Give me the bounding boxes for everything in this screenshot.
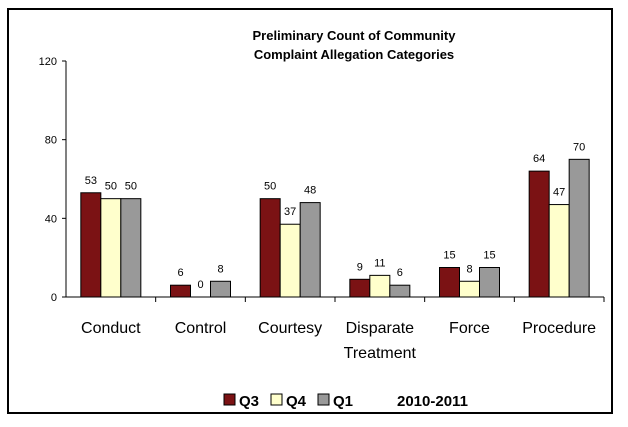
bar-q4 — [459, 280, 480, 298]
bar-q1 — [479, 267, 500, 298]
category-label: Disparate — [346, 320, 415, 337]
data-label: 50 — [264, 181, 276, 193]
bar-q4 — [548, 204, 570, 298]
legend-period-note: 2010-2011 — [397, 393, 468, 410]
data-label: 6 — [177, 267, 183, 279]
bar-q3 — [80, 192, 102, 298]
data-label: 53 — [85, 175, 97, 187]
category-label: Conduct — [81, 320, 141, 337]
data-label: 37 — [284, 206, 296, 218]
data-labels: 53 50 50 6 0 8 50 37 48 9 11 6 15 8 15 64 47 70 — [85, 141, 586, 291]
data-label: 70 — [573, 141, 585, 153]
bar-q4 — [100, 198, 122, 298]
legend-label: Q4 — [286, 393, 307, 410]
data-label: 48 — [304, 185, 316, 197]
category-label: Control — [175, 320, 227, 337]
bar-q1 — [568, 158, 590, 298]
legend-swatch-q4 — [270, 393, 283, 406]
category-label: Procedure — [522, 320, 596, 337]
bar-q3 — [170, 284, 191, 298]
bar-q1 — [120, 198, 142, 298]
bar-q1 — [389, 284, 411, 298]
bar-q3 — [349, 278, 371, 298]
bar-q1 — [210, 280, 231, 298]
bar-q4 — [369, 274, 391, 298]
chart-title-line: Complaint Allegation Categories — [254, 47, 454, 62]
bar-q3 — [259, 198, 281, 298]
category-label: Treatment — [344, 345, 417, 362]
data-label: 11 — [374, 257, 385, 269]
chart-title-line: Preliminary Count of Community — [253, 28, 457, 43]
bars — [80, 158, 590, 298]
bar-q3 — [439, 267, 460, 298]
data-label: 50 — [105, 181, 117, 193]
legend: Q3 Q4 Q1 2010-2011 — [223, 393, 468, 410]
category-labels: Conduct Control Courtesy Disparate Treatment… — [81, 320, 596, 362]
data-label: 8 — [466, 263, 472, 275]
y-tick-label: 40 — [45, 213, 57, 225]
legend-swatch-q1 — [317, 393, 330, 406]
legend-label: Q3 — [239, 393, 259, 410]
y-tick-label: 120 — [39, 56, 57, 68]
data-label: 64 — [533, 153, 545, 165]
bar-q4 — [279, 223, 301, 298]
data-label: 8 — [217, 263, 223, 275]
category-label: Courtesy — [258, 320, 322, 337]
data-label: 9 — [357, 261, 363, 273]
bar-q1 — [299, 202, 321, 298]
data-label: 15 — [483, 250, 495, 262]
data-label: 47 — [553, 187, 565, 199]
category-label: Force — [449, 320, 490, 337]
data-label: 15 — [443, 250, 455, 262]
legend-swatch-q3 — [223, 393, 236, 406]
data-label: 6 — [397, 267, 403, 279]
chart-title: Preliminary Count of Community Complaint … — [253, 28, 457, 62]
y-tick-label: 0 — [51, 292, 57, 304]
data-label: 0 — [197, 279, 203, 291]
data-label: 50 — [125, 181, 137, 193]
legend-label: Q1 — [333, 393, 353, 410]
y-tick-label: 80 — [45, 135, 57, 147]
bar-q3 — [528, 170, 550, 298]
